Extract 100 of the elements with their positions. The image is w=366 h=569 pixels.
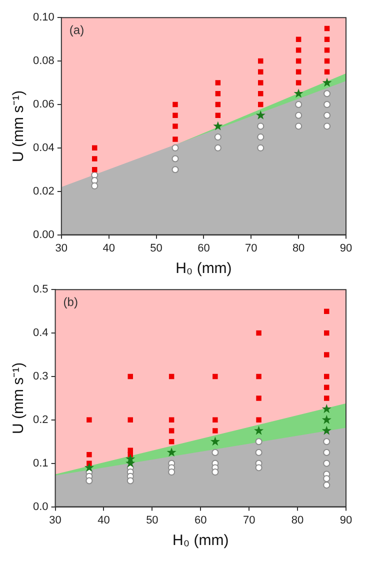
point	[322, 78, 332, 87]
point	[210, 436, 220, 446]
x-tick-label: 60	[194, 514, 207, 526]
x-tick-label: 40	[98, 514, 110, 526]
point	[92, 145, 98, 151]
x-tick-label: 90	[340, 514, 352, 526]
point	[215, 102, 221, 108]
point	[324, 48, 330, 53]
x-tick-label: 40	[102, 242, 115, 254]
point	[172, 136, 178, 142]
point	[324, 26, 330, 32]
point	[172, 124, 178, 129]
point	[324, 36, 330, 42]
y-tick-label: 0.3	[32, 370, 48, 383]
point	[212, 374, 218, 380]
point	[324, 396, 330, 401]
point	[92, 156, 98, 162]
point	[255, 464, 262, 472]
point	[168, 417, 174, 423]
point	[168, 374, 174, 380]
point	[295, 100, 302, 108]
x-axis-title: H₀ (mm)	[172, 532, 229, 550]
point	[86, 452, 92, 458]
point	[92, 167, 98, 172]
point	[323, 449, 330, 456]
x-tick-label: 80	[292, 242, 305, 254]
point	[324, 100, 331, 108]
point	[86, 417, 92, 423]
x-axis-title: H₀ (mm)	[176, 260, 232, 278]
y-tick-label: 0.0	[32, 500, 48, 513]
point	[324, 122, 331, 130]
point	[212, 417, 218, 423]
point	[258, 80, 264, 86]
y-tick-label: 0.2	[32, 414, 48, 426]
point	[296, 48, 302, 53]
point	[256, 417, 262, 423]
point	[256, 330, 262, 336]
point	[212, 449, 219, 456]
y-tick-label: 0.4	[32, 327, 48, 340]
point	[256, 396, 262, 401]
point	[212, 468, 219, 476]
point	[258, 69, 264, 75]
point	[168, 439, 174, 444]
annotation: (b)	[63, 294, 78, 309]
point	[215, 112, 221, 118]
point	[212, 428, 218, 434]
point	[257, 144, 264, 152]
point	[256, 110, 266, 120]
y-tick-label: 0.10	[32, 12, 54, 24]
x-tick-label: 30	[49, 514, 62, 526]
point	[324, 330, 330, 336]
point	[255, 438, 262, 446]
point	[323, 482, 330, 489]
point	[323, 475, 330, 482]
point	[86, 477, 93, 484]
point	[168, 428, 174, 434]
y-tick-label: 0.06	[32, 98, 54, 111]
point	[215, 80, 221, 86]
point	[323, 460, 330, 467]
x-tick-label: 80	[291, 514, 304, 526]
point	[84, 462, 94, 472]
point	[324, 69, 330, 75]
point	[295, 112, 302, 119]
point	[324, 90, 331, 98]
point	[294, 88, 304, 98]
x-tick-label: 50	[150, 242, 162, 254]
y-tick-label: 0.04	[32, 142, 54, 154]
point	[258, 102, 264, 108]
point	[172, 112, 178, 118]
point	[214, 134, 222, 141]
x-tick-label: 60	[198, 242, 210, 254]
point	[322, 426, 332, 435]
point	[296, 36, 302, 42]
y-tick-label: 0.00	[32, 228, 54, 241]
x-tick-label: 70	[245, 242, 258, 254]
y-tick-label: 0.1	[32, 457, 48, 470]
point	[323, 438, 330, 446]
point	[257, 134, 264, 141]
point	[215, 91, 221, 96]
point	[168, 468, 176, 476]
y-axis-title: U (mm s⁻¹)	[10, 90, 28, 162]
point	[324, 112, 331, 119]
x-tick-label: 50	[146, 514, 158, 526]
point	[296, 58, 302, 64]
y-tick-label: 0.02	[32, 185, 54, 198]
point	[324, 352, 330, 358]
point	[322, 404, 332, 414]
point	[296, 80, 302, 86]
point	[258, 58, 264, 64]
point	[258, 91, 264, 96]
annotation: (a)	[69, 22, 84, 37]
point	[172, 102, 178, 108]
point	[166, 448, 176, 457]
point	[295, 122, 302, 130]
point	[254, 426, 264, 435]
y-tick-label: 0.5	[32, 284, 48, 296]
y-tick-label: 0.08	[32, 55, 54, 68]
point	[126, 477, 134, 484]
point	[324, 384, 330, 390]
point	[128, 417, 134, 423]
